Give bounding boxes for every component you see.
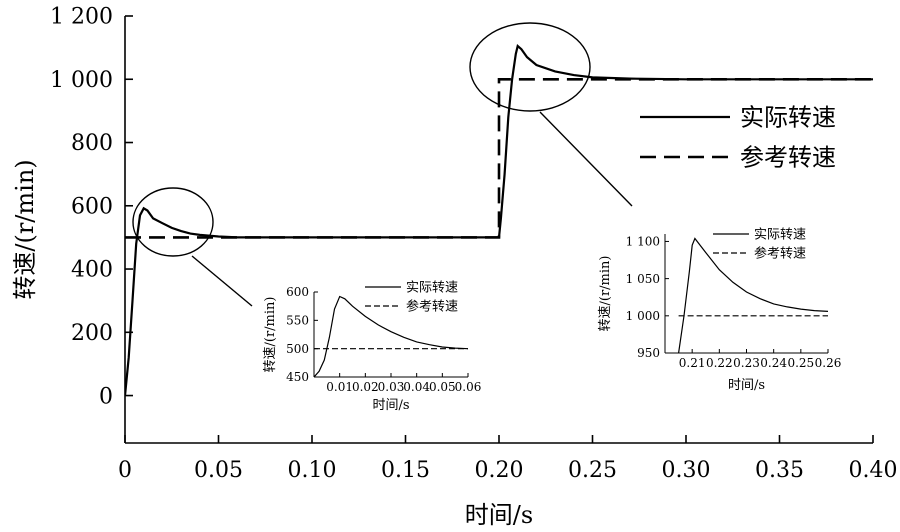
y-tick-label: 1 200 — [50, 5, 113, 30]
legend-label: 参考转速 — [740, 143, 836, 171]
x-tick-label: 0.30 — [662, 458, 711, 483]
y-tick-label: 550 — [286, 314, 309, 328]
x-tick-label: 0.06 — [455, 380, 482, 394]
y-tick-label: 800 — [71, 131, 113, 156]
inset-chart-step: 950 1 000 1 050 1 100 0.21 0.22 0.23 0.24 0.25 0.… — [598, 228, 841, 393]
x-axis-label: 时间/s — [372, 398, 409, 413]
x-tick-label: 0.05 — [429, 380, 456, 394]
x-tick-label: 0.01 — [326, 380, 353, 394]
x-axis-label: 时间/s — [728, 378, 765, 393]
x-tick-label: 0.10 — [288, 458, 337, 483]
callout-line-step — [539, 111, 633, 207]
inset-chart-startup: 450 500 550 600 0.010.020.030.040.050.06 时间/s… — [263, 281, 481, 413]
x-tick-label: 0.23 — [733, 356, 760, 370]
x-tick-label: 0.25 — [787, 356, 814, 370]
legend-label: 实际转速 — [754, 228, 806, 243]
legend-label: 参考转速 — [406, 299, 458, 315]
y-tick-label: 600 — [286, 285, 309, 299]
x-tick-label: 0.24 — [760, 356, 787, 370]
y-tick-label: 400 — [71, 258, 113, 283]
legend-label: 实际转速 — [740, 103, 836, 131]
y-tick-label: 600 — [71, 194, 113, 219]
x-tick-label: 0 — [118, 458, 132, 483]
callout-line-startup — [191, 255, 253, 307]
x-tick-label: 0.21 — [679, 356, 706, 370]
y-tick-label: 500 — [286, 342, 309, 356]
y-tick-label: 1 100 — [626, 235, 660, 249]
legend-label: 实际转速 — [406, 281, 458, 296]
x-tick-label: 0.40 — [849, 458, 898, 483]
main-chart: 0 200 400 600 800 1 000 1 200 0 0.05 0.10 0.15 0.20… — [11, 5, 897, 529]
zoom-ellipse-startup — [132, 187, 214, 257]
x-tick-label: 0.04 — [403, 380, 430, 394]
y-axis-label: 转速/(r/min) — [598, 256, 613, 332]
x-tick-label: 0.22 — [706, 356, 733, 370]
x-tick-label: 0.05 — [194, 458, 243, 483]
x-tick-label: 0.25 — [568, 458, 617, 483]
x-tick-label: 0.03 — [378, 380, 405, 394]
x-tick-label: 0.26 — [815, 356, 842, 370]
y-tick-label: 950 — [637, 346, 660, 360]
x-tick-label: 0.15 — [381, 458, 430, 483]
legend-label: 参考转速 — [754, 246, 806, 262]
series-actual-speed — [678, 237, 829, 353]
y-tick-label: 0 — [99, 384, 113, 409]
y-axis-label: 转速/(r/min) — [263, 297, 278, 373]
series-actual-speed — [314, 295, 469, 377]
x-tick-label: 0.35 — [755, 458, 804, 483]
x-tick-label: 0.20 — [475, 458, 524, 483]
y-tick-label: 1 000 — [50, 68, 113, 93]
y-tick-label: 1 050 — [626, 272, 660, 286]
y-tick-label: 1 000 — [626, 309, 660, 323]
x-axis-label: 时间/s — [465, 501, 533, 529]
y-tick-label: 200 — [71, 321, 113, 346]
zoom-callouts — [132, 22, 633, 307]
zoom-ellipse-step — [469, 22, 591, 112]
y-tick-label: 450 — [286, 370, 309, 384]
x-tick-label: 0.02 — [352, 380, 379, 394]
y-axis-label: 转速/(r/min) — [11, 159, 39, 299]
